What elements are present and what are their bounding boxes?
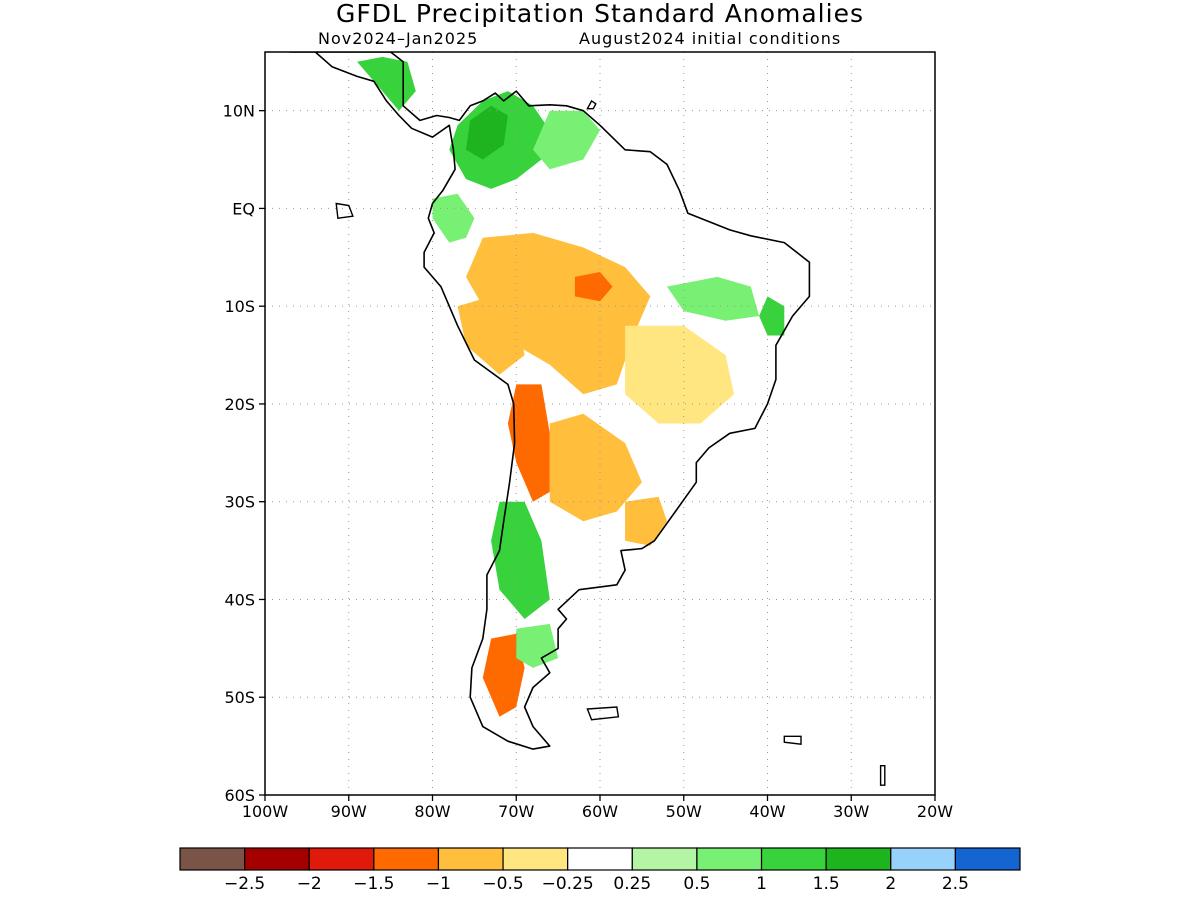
colorbar-swatch: [760, 847, 827, 871]
x-tick-label: 90W: [331, 802, 367, 821]
island-coastline: [586, 99, 597, 110]
region-andes-dry: [507, 384, 550, 502]
colorbar-swatch: [631, 847, 698, 871]
region-colombia-core-wet: [466, 105, 508, 160]
island-coastline: [586, 706, 620, 721]
colorbar-swatch: [437, 847, 504, 871]
x-tick-label: 100W: [242, 802, 289, 821]
region-ecuador-wet: [432, 193, 475, 243]
island-coastline: [879, 765, 886, 786]
region-brazil-northeast-wet: [667, 276, 760, 321]
y-tick-label: EQ: [232, 199, 255, 218]
coastlines: [289, 52, 886, 786]
x-tick-label: 40W: [749, 802, 785, 821]
region-amazon-core-dry: [574, 272, 613, 302]
colorbar-swatch: [825, 847, 892, 871]
region-uruguay-dry: [625, 496, 667, 546]
forecast-period: Nov2024–Jan2025: [318, 29, 479, 48]
region-bahia-wet: [759, 296, 785, 336]
region-venezuela-east-wet: [533, 110, 600, 170]
colorbar-label: −1: [426, 874, 451, 894]
gridlines: [265, 52, 935, 795]
initial-conditions: August2024 initial conditions: [579, 29, 842, 48]
colorbar-swatch: [502, 847, 569, 871]
region-argentina-north-dry: [549, 413, 642, 522]
colorbar: −2.5 −2 −1.5 −1 −0.5 −0.25 0.25 0.5 1 1.5 2 2.5: [179, 847, 1021, 894]
y-tick-label: 60S: [224, 786, 255, 805]
y-tick-label: 50S: [224, 688, 255, 707]
region-amazon-dry: [466, 232, 651, 395]
colorbar-label: 1: [756, 874, 767, 894]
colorbar-swatch: [308, 847, 375, 871]
axis-ticks: 100W 90W 80W 70W 60W 50W 40W 30W 20W 10N EQ 10S 20S 3…: [223, 102, 954, 821]
colorbar-swatch: [954, 847, 1021, 871]
x-tick-label: 20W: [917, 802, 953, 821]
y-tick-label: 10N: [223, 102, 255, 121]
continent-coastline: [289, 52, 811, 750]
y-tick-label: 30S: [224, 493, 255, 512]
map-title: GFDL Precipitation Standard Anomalies: [336, 0, 864, 28]
region-peru-dry: [457, 296, 525, 375]
colorbar-swatch: [179, 847, 246, 871]
anomaly-regions: [357, 56, 785, 717]
colorbar-swatch: [567, 847, 633, 871]
region-central-brazil-dry: [625, 325, 734, 424]
colorbar-swatch: [373, 847, 440, 871]
colorbar-label: −2: [297, 874, 322, 894]
y-tick-label: 40S: [224, 590, 255, 609]
x-tick-label: 60W: [582, 802, 618, 821]
colorbar-label: −2.5: [224, 874, 265, 894]
colorbar-label: 2.5: [942, 874, 969, 894]
x-tick-label: 50W: [666, 802, 702, 821]
colorbar-label: −0.25: [542, 874, 594, 894]
colorbar-swatch: [244, 847, 310, 871]
region-chile-central-wet: [491, 501, 550, 619]
region-patagonia-wet: [516, 623, 559, 668]
island-coastline: [335, 202, 354, 219]
y-tick-label: 10S: [224, 297, 255, 316]
colorbar-swatch: [696, 847, 763, 871]
x-tick-label: 70W: [498, 802, 534, 821]
colorbar-label: 0.25: [613, 874, 651, 894]
colorbar-label: 1.5: [813, 874, 840, 894]
colorbar-label: −0.5: [482, 874, 523, 894]
island-coastline: [783, 735, 802, 745]
x-tick-label: 30W: [833, 802, 869, 821]
region-patagonia-dry: [482, 633, 525, 717]
colorbar-label: 2: [885, 874, 896, 894]
colorbar-label: −1.5: [353, 874, 394, 894]
x-tick-label: 80W: [414, 802, 450, 821]
colorbar-label: 0.5: [683, 874, 710, 894]
colorbar-swatch: [890, 847, 956, 871]
region-central-america-wet: [357, 56, 416, 111]
y-tick-label: 20S: [224, 395, 255, 414]
